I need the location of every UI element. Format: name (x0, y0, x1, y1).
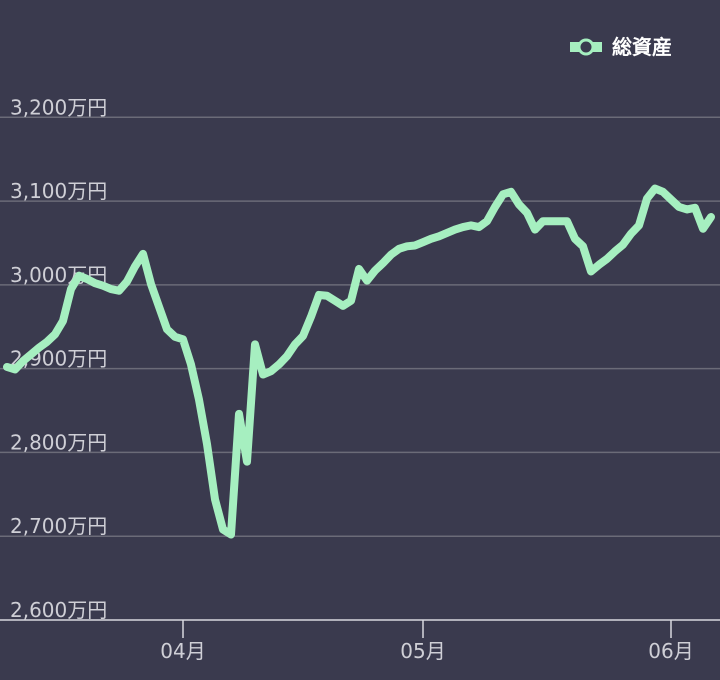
x-tick-label: 05月 (400, 639, 445, 663)
y-tick-label: 3,100万円 (10, 179, 107, 203)
x-tick-label: 06月 (648, 639, 693, 663)
legend-label: 総資産 (612, 35, 672, 59)
y-tick-label: 3,200万円 (10, 95, 107, 119)
y-tick-label: 2,600万円 (10, 598, 107, 622)
x-tick-label: 04月 (160, 639, 205, 663)
legend-marker (577, 38, 595, 56)
y-tick-label: 2,800万円 (10, 430, 107, 454)
line (3, 184, 715, 539)
y-tick-label: 2,700万円 (10, 514, 107, 538)
